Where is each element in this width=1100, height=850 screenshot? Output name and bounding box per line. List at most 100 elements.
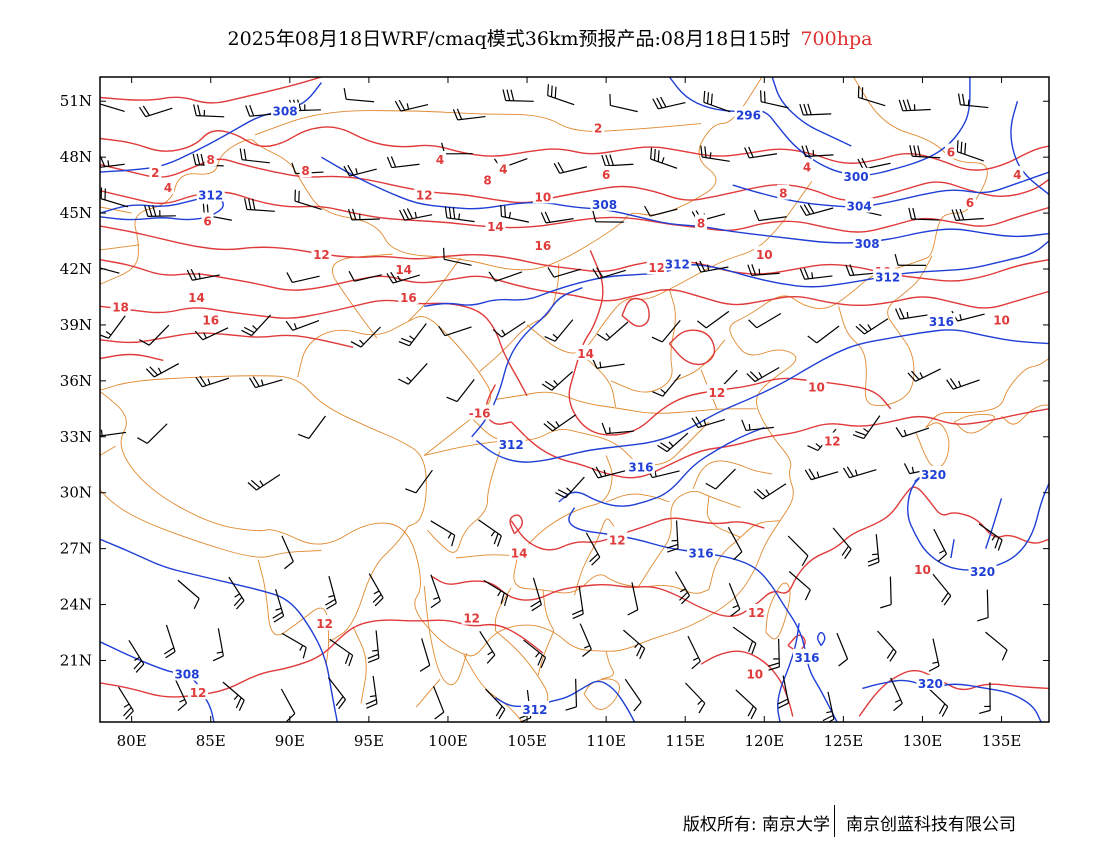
wind-barb: [547, 267, 581, 278]
temperature-label-bg: [646, 259, 667, 275]
wind-barb: [700, 145, 730, 162]
wind-barb: [951, 208, 984, 221]
wind-barb: [777, 675, 790, 709]
wind-barb: [186, 269, 220, 281]
wind-barb: [741, 419, 774, 432]
wind-barb: [285, 320, 320, 331]
wind-barb: [483, 579, 509, 607]
wind-barb: [547, 84, 575, 106]
height-label: 316: [794, 651, 819, 665]
lat-label: 21N: [60, 651, 92, 669]
title-main: 2025年08月18日WRF/cmaq模式36km预报产品:08月18日15时: [227, 28, 791, 50]
wind-barb: [530, 577, 542, 612]
temperature-label-bg: [188, 684, 209, 700]
boundary-line: [100, 244, 140, 251]
wind-barb: [674, 571, 691, 605]
wind-barb: [368, 573, 384, 607]
lon-label: 120E: [745, 732, 785, 750]
footer-company: 南京创蓝科技有限公司: [846, 815, 1016, 835]
wind-barb: [239, 148, 270, 164]
boundary-line: [542, 589, 555, 631]
wind-barb: [350, 326, 381, 348]
wind-barb: [585, 532, 601, 566]
wind-barb: [788, 571, 811, 601]
wind-barb: [650, 147, 678, 169]
lon-label: 110E: [586, 732, 626, 750]
height-label: 320: [921, 468, 946, 482]
lon-label: 135E: [982, 732, 1022, 750]
boundary-line: [352, 626, 367, 704]
wind-barb: [118, 686, 134, 720]
temperature-label: 12: [824, 435, 841, 449]
lon-label: 125E: [824, 732, 864, 750]
temperature-contour: [100, 353, 164, 362]
wind-barb: [978, 523, 1003, 551]
boundary-line: [601, 651, 614, 680]
height-label-bg: [968, 563, 997, 579]
wind-barb: [956, 140, 984, 162]
wind-barbs: [100, 84, 1008, 722]
wind-barb: [957, 93, 989, 109]
temperature-contour: [510, 408, 1049, 479]
temperature-label-bg: [204, 151, 217, 167]
footer-separator: [834, 805, 835, 837]
wind-barb: [852, 415, 881, 440]
wind-barb: [909, 144, 941, 159]
temperature-label: 6: [947, 146, 955, 160]
temperature-label-bg: [497, 160, 510, 176]
lat-label: 33N: [60, 428, 92, 446]
geopotential-contour: [475, 329, 1049, 463]
wind-barb: [985, 631, 1008, 661]
temperature-contour: [668, 329, 716, 366]
temperature-label-bg: [485, 218, 506, 234]
temperature-label-bg: [532, 188, 553, 204]
temperature-label: 12: [416, 188, 433, 202]
temperature-label: 14: [487, 220, 504, 234]
temperature-label-bg: [592, 119, 605, 135]
height-label: 316: [628, 461, 653, 475]
temperature-label: 12: [316, 617, 333, 631]
height-label-bg: [734, 106, 763, 122]
lat-label: 45N: [60, 204, 92, 222]
temperature-label: 10: [535, 190, 552, 204]
wind-barb: [927, 686, 949, 717]
wind-barb: [799, 268, 833, 280]
wind-barb: [855, 318, 889, 335]
wind-barb: [596, 321, 629, 341]
wind-barb: [804, 468, 839, 481]
wind-barb: [685, 682, 706, 714]
wind-barb: [100, 103, 125, 112]
wind-barb: [195, 375, 230, 388]
temperature-label-bg: [822, 432, 843, 448]
height-label-bg: [845, 197, 874, 213]
height-label-bg: [687, 544, 716, 560]
height-label: 304: [847, 200, 872, 214]
wind-barb: [705, 468, 736, 490]
temperature-label-bg: [314, 615, 335, 631]
lat-label: 39N: [60, 316, 92, 334]
temperature-label: 12: [313, 248, 330, 262]
wind-barb: [623, 629, 646, 659]
wind-barb: [979, 682, 991, 715]
temperature-label-bg: [706, 384, 727, 400]
height-label-bg: [271, 102, 300, 118]
temperature-label: 4: [499, 162, 507, 176]
wind-barb: [768, 638, 780, 671]
wind-barb: [478, 519, 502, 547]
height-label: 308: [592, 198, 617, 212]
boundary-line: [100, 375, 427, 527]
temperature-label-bg: [110, 298, 131, 314]
wind-barb: [543, 414, 576, 432]
lon-label: 85E: [196, 732, 226, 750]
wind-barb: [747, 264, 780, 277]
wind-barb: [280, 688, 296, 722]
wind-barb: [144, 205, 176, 218]
temperature-label: 16: [400, 291, 417, 305]
wind-barb: [579, 623, 592, 657]
wind-barb: [212, 628, 224, 662]
height-label: 316: [929, 315, 954, 329]
wind-barb: [732, 626, 757, 655]
height-label: 316: [689, 546, 714, 560]
title-level: 700hpa: [800, 28, 873, 50]
